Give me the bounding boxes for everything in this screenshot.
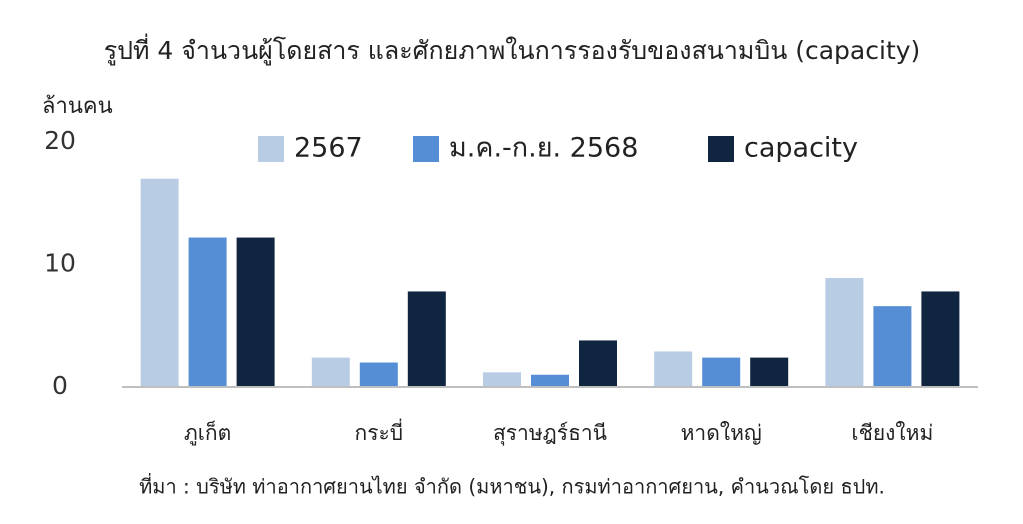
bar	[359, 362, 398, 387]
chart-title: รูปที่ 4 จำนวนผู้โดยสาร และศักยภาพในการร…	[104, 33, 921, 66]
y-tick-label: 0	[52, 371, 68, 400]
bar	[873, 306, 912, 387]
bar	[579, 340, 617, 387]
bar	[825, 277, 864, 387]
bar	[311, 357, 350, 387]
legend-label: 2567	[294, 133, 363, 164]
bar	[702, 357, 741, 387]
bar	[407, 291, 446, 387]
x-tick-label: กระบี่	[354, 418, 403, 445]
bar	[654, 351, 693, 387]
bar	[140, 178, 179, 387]
bar	[483, 372, 521, 387]
x-tick-label: สุราษฎร์ธานี	[493, 421, 607, 446]
legend-swatch	[708, 136, 734, 162]
bar	[921, 291, 960, 387]
bar	[750, 357, 789, 387]
y-tick-label: 10	[44, 249, 76, 278]
x-tick-label: เชียงใหม่	[851, 421, 933, 445]
source-note: ที่มา : บริษัท ท่าอากาศยานไทย จำกัด (มหา…	[139, 473, 885, 499]
x-tick-label: หาดใหญ่	[681, 421, 762, 445]
x-tick-label: ภูเก็ต	[184, 419, 231, 446]
legend-swatch	[258, 136, 284, 162]
bar	[188, 237, 227, 387]
legend-swatch	[413, 136, 439, 162]
bar	[236, 237, 275, 387]
legend-label: capacity	[744, 133, 858, 164]
y-tick-label: 20	[44, 126, 76, 155]
y-axis-label: ล้านคน	[42, 94, 113, 119]
bar	[531, 374, 569, 387]
legend-label: ม.ค.-ก.ย. 2568	[449, 133, 638, 164]
